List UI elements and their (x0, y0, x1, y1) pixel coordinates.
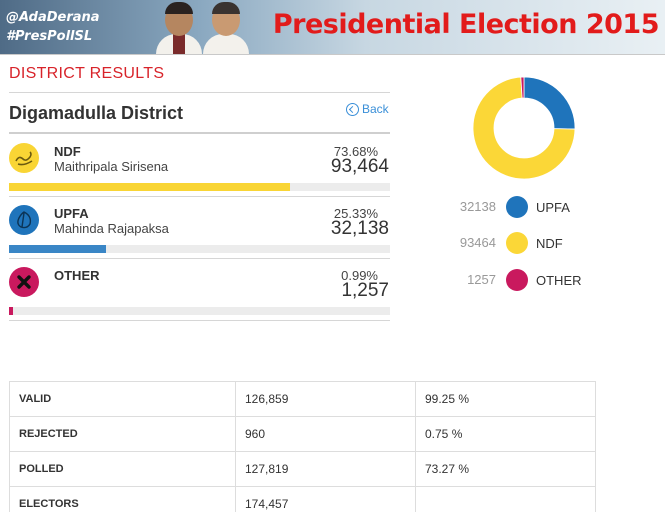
section-title: DISTRICT RESULTS (9, 65, 165, 82)
donut-slice-ndf (472, 76, 576, 180)
vote-percent: 73.68% (333, 144, 378, 159)
divider (9, 92, 390, 93)
row-label: ELECTORS (9, 486, 236, 512)
back-button[interactable]: Back (346, 102, 389, 116)
legend-item-upfa: 32138 UPFA (440, 196, 610, 218)
twitter-handle: @AdaDerana (6, 10, 100, 25)
back-label: Back (362, 102, 389, 116)
page-title: Presidential Election 2015 (272, 9, 660, 40)
progress-track (9, 183, 390, 191)
row-value: 126,859 (235, 381, 416, 417)
divider (9, 320, 390, 321)
row-percent: 0.75 % (415, 416, 596, 452)
row-percent: 99.25 % (415, 381, 596, 417)
row-label: VALID (9, 381, 236, 417)
progress-fill (9, 183, 290, 191)
legend-value: 1257 (467, 272, 496, 287)
candidate-row-upfa: UPFA Mahinda Rajapaksa 25.33% 32,138 (9, 197, 390, 259)
legend-swatch (506, 232, 528, 254)
legend-value: 32138 (459, 199, 496, 214)
hashtag: #PresPollSL (6, 29, 93, 44)
progress-track (9, 245, 390, 253)
vote-percent: 25.33% (333, 206, 378, 221)
legend-value: 93464 (459, 235, 496, 250)
candidate-name: Maithripala Sirisena (54, 159, 169, 174)
vote-percent: 0.99% (341, 268, 378, 283)
legend-item-other: 1257 OTHER (440, 269, 610, 291)
progress-track (9, 307, 390, 315)
legend-swatch (506, 269, 528, 291)
back-arrow-icon (346, 102, 359, 116)
divider (9, 196, 390, 197)
summary-table: VALID 126,859 99.25 % REJECTED 960 0.75 … (9, 381, 596, 512)
party-name: UPFA (54, 206, 89, 221)
donut-slice-other (520, 76, 525, 99)
legend-label: NDF (536, 236, 563, 251)
candidate-portrait-rajapaksa (156, 0, 202, 54)
legend-item-ndf: 93464 NDF (440, 232, 610, 254)
party-name: OTHER (54, 268, 100, 283)
progress-fill (9, 245, 106, 253)
cross-icon (9, 267, 39, 297)
row-value: 127,819 (235, 451, 416, 487)
legend-swatch (506, 196, 528, 218)
row-percent (415, 486, 596, 512)
donut-slice-upfa (523, 76, 576, 130)
row-percent: 73.27 % (415, 451, 596, 487)
table-row: REJECTED 960 0.75 % (9, 416, 596, 452)
row-value: 960 (235, 416, 416, 452)
party-name: NDF (54, 144, 81, 159)
table-row: ELECTORS 174,457 (9, 486, 596, 512)
district-name: Digamadulla District (9, 103, 184, 123)
candidate-row-other: OTHER 0.99% 1,257 (9, 259, 390, 321)
legend-label: OTHER (536, 273, 582, 288)
progress-fill (9, 307, 13, 315)
row-value: 174,457 (235, 486, 416, 512)
candidate-portrait-sirisena (203, 0, 249, 54)
header-banner: @AdaDerana #PresPollSL Presidential Elec… (0, 0, 665, 55)
vote-count: 1,257 (341, 280, 389, 301)
divider (9, 258, 390, 259)
row-label: POLLED (9, 451, 236, 487)
row-label: REJECTED (9, 416, 236, 452)
vote-count: 32,138 (330, 218, 389, 239)
vote-share-donut-chart (472, 76, 576, 180)
candidate-row-ndf: NDF Maithripala Sirisena 73.68% 93,464 (9, 135, 390, 197)
table-row: POLLED 127,819 73.27 % (9, 451, 596, 487)
vote-count: 93,464 (330, 156, 389, 177)
table-row: VALID 126,859 99.25 % (9, 381, 596, 417)
swan-icon (9, 143, 39, 173)
betel-leaf-icon (9, 205, 39, 235)
candidate-name: Mahinda Rajapaksa (54, 221, 169, 236)
divider (9, 132, 390, 134)
legend-label: UPFA (536, 200, 570, 215)
